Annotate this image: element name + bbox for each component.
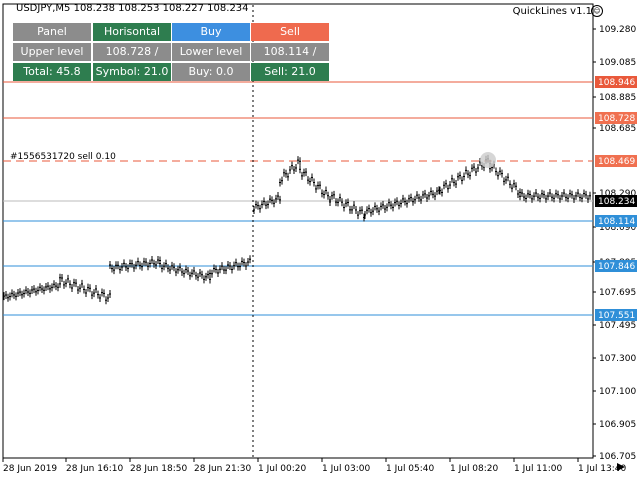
time-tick-label: 1 Jul 03:00	[322, 464, 371, 474]
price-tag-label: 108.469	[598, 157, 635, 167]
time-tick-label: 1 Jul 11:00	[514, 464, 563, 474]
price-tick-label: 109.280	[599, 25, 636, 35]
price-tag	[595, 112, 637, 124]
lower-level-value[interactable]: 108.114 / 0.10	[251, 43, 329, 76]
time-tick-label: 1 Jul 00:20	[258, 464, 307, 474]
time-tick-label: 1 Jul 13:40	[578, 464, 627, 474]
price-tag	[595, 195, 637, 207]
price-tag	[595, 260, 637, 272]
trade-marker	[480, 152, 496, 168]
control-panel: Panel Horisontal Buy Sell Upper level 10…	[13, 23, 329, 81]
brand-label: QuickLines v1.1	[512, 6, 592, 17]
price-tick-label: 107.495	[599, 321, 636, 331]
price-tag-label: 107.846	[598, 262, 635, 272]
sell-value: Sell: 21.0	[251, 63, 329, 81]
time-tick-label: 28 Jun 18:50	[130, 464, 187, 474]
total-value: Total: 45.8	[13, 63, 91, 81]
price-tick-label: 106.905	[599, 420, 636, 430]
upper-level-value[interactable]: 108.728 / 0.16	[93, 43, 171, 76]
horisontal-button[interactable]: Horisontal	[93, 23, 171, 41]
smiley-icon: ☺	[591, 5, 603, 17]
time-tick-label: 28 Jun 21:30	[194, 464, 251, 474]
time-tick-label: 28 Jun 2019	[3, 464, 57, 474]
lower-level-label: Lower level	[172, 43, 250, 61]
price-tag	[595, 215, 637, 227]
time-tick-label: 28 Jun 16:10	[66, 464, 123, 474]
price-tag-label: 107.551	[598, 311, 635, 321]
price-tick-label: 107.300	[599, 354, 636, 364]
order-label: #1556531720 sell 0.10	[10, 152, 116, 162]
price-tick-label: 107.695	[599, 288, 636, 298]
price-tag-label: 108.234	[598, 197, 635, 207]
price-tick-label: 108.885	[599, 93, 636, 103]
price-tag	[595, 76, 637, 88]
price-tag	[595, 155, 637, 167]
buy-button[interactable]: Buy	[172, 23, 250, 41]
price-tick-label: 108.685	[599, 124, 636, 134]
price-tick-label: 107.100	[599, 387, 636, 397]
chart-title: USDJPY,M5 108.238 108.253 108.227 108.23…	[16, 3, 249, 14]
time-tick-label: 1 Jul 05:40	[386, 464, 435, 474]
symbol-value: Symbol: 21.0	[93, 63, 171, 81]
buy-value: Buy: 0.0	[172, 63, 250, 81]
price-tag-label: 108.114	[598, 217, 635, 227]
price-tag	[595, 309, 637, 321]
scroll-arrow-icon	[617, 463, 625, 471]
price-tick-label: 106.705	[599, 452, 636, 462]
panel-button[interactable]: Panel	[13, 23, 91, 41]
price-tick-label: 108.090	[599, 223, 636, 233]
price-tick-label: 108.290	[599, 189, 636, 199]
sell-button[interactable]: Sell	[251, 23, 329, 41]
upper-level-label: Upper level	[13, 43, 91, 61]
price-tick-label: 109.085	[599, 58, 636, 68]
price-tag-label: 108.946	[598, 78, 635, 88]
time-tick-label: 1 Jul 08:20	[450, 464, 499, 474]
price-tag-label: 108.728	[598, 114, 635, 124]
